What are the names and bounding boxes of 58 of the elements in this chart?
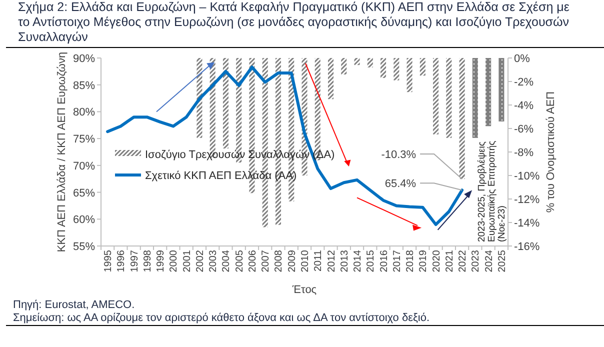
y-tick-label: 55% [72,241,96,253]
x-tick-label: 2021 [444,250,456,272]
x-axis-title: Έτος [291,284,317,296]
x-tick-label: 2020 [431,250,442,272]
x-tick-label: 2001 [182,250,193,272]
y-tick-label: 60% [72,214,96,226]
y2-tick-label: -2% [514,76,534,88]
x-tick-label: 2002 [194,250,206,272]
x-tick-label: 1997 [129,250,140,272]
x-tick-label: 1998 [142,250,154,272]
x-tick-label: 2010 [300,250,311,272]
x-tick-label: 2011 [313,250,324,272]
x-tick-label: 2014 [352,250,364,272]
annotation: 2023-2025, Προβλέψεις Ευρωπαϊκής Επιτροπής (Νοε-23) [476,140,508,242]
y-tick-label: 80% [72,106,96,119]
text: Σημείωση: ως ΑΑ ορίζουμε τον αριστερό κάθετο άξονα και ως ΔΑ τον αντίστοιχο δεξιό. [13,312,431,325]
text: Πηγή: Eurostat, AMECO. [13,299,136,312]
x-tick-label: 2009 [286,250,298,272]
y-axis-title: ΚΚΠ ΑΕΠ Ελλάδα / ΚΚΠ ΑΕΠ Ευρωζώνη [56,52,68,252]
line-series [106,66,464,226]
data-label: -10.3% [381,149,416,162]
y2-tick-label: 0% [514,53,530,65]
x-tick-label: 2017 [392,250,403,272]
x-tick-label: 2025 [496,250,508,272]
y2-tick-label: -10% [514,170,540,182]
x-tick-label: 2019 [418,250,430,272]
x-tick-label: 2012 [326,250,338,272]
x-tick-label: 2004 [221,250,232,272]
x-tick-label: 2016 [378,250,390,272]
y2-axis-title: % του Ονομαστικού ΑΕΠ [545,91,557,213]
data-label: 65.4% [384,178,416,190]
y-tick-label: 90% [72,53,96,65]
y2-tick-label: -4% [514,100,534,112]
x-tick-label: 2005 [234,250,246,272]
x-tick-label: 1996 [116,250,128,272]
x-tick-label: 2018 [405,250,416,272]
x-tick-label: 2024 [484,250,495,272]
y2-tick-label: -12% [514,194,540,206]
y-tick-label: 70% [72,160,96,172]
x-tick-label: 2000 [168,250,180,272]
y-tick-label: 75% [72,134,96,146]
y2-tick-label: -16% [514,241,540,253]
x-tick-label: 2013 [339,250,350,272]
x-tick-label: 2003 [208,250,220,272]
y2-tick-label: -8% [514,147,534,159]
x-tick-label: 2015 [366,250,377,272]
y2-tick-label: -6% [514,124,534,136]
y-tick-label: 85% [72,80,96,92]
y2-tick-label: -14% [514,218,540,230]
x-tick-label: 2007 [260,250,272,272]
x-tick-label: 2008 [274,250,285,272]
y-tick-label: 65% [72,187,96,200]
x-tick-label: 1999 [156,250,167,272]
x-tick-label: 2006 [247,250,258,272]
x-tick-label: 1995 [103,250,114,272]
chart-title: Σχήμα 2: Ελλάδα και Ευρωζώνη – Κατά Κεφαλήν Πραγματικό (ΚΚΠ) ΑΕΠ στην Ελλάδα σε Σχέση με το Αντίστοιχο Μέγεθος στην Ευρωζώνη (σε μονάδες αγοραστικής δύναμης) και Ισοζύγιο Τρεχουσών Συναλλαγών [6,0,604,48]
x-tick-label: 2022 [458,250,469,272]
x-tick-label: 2023 [470,250,482,272]
